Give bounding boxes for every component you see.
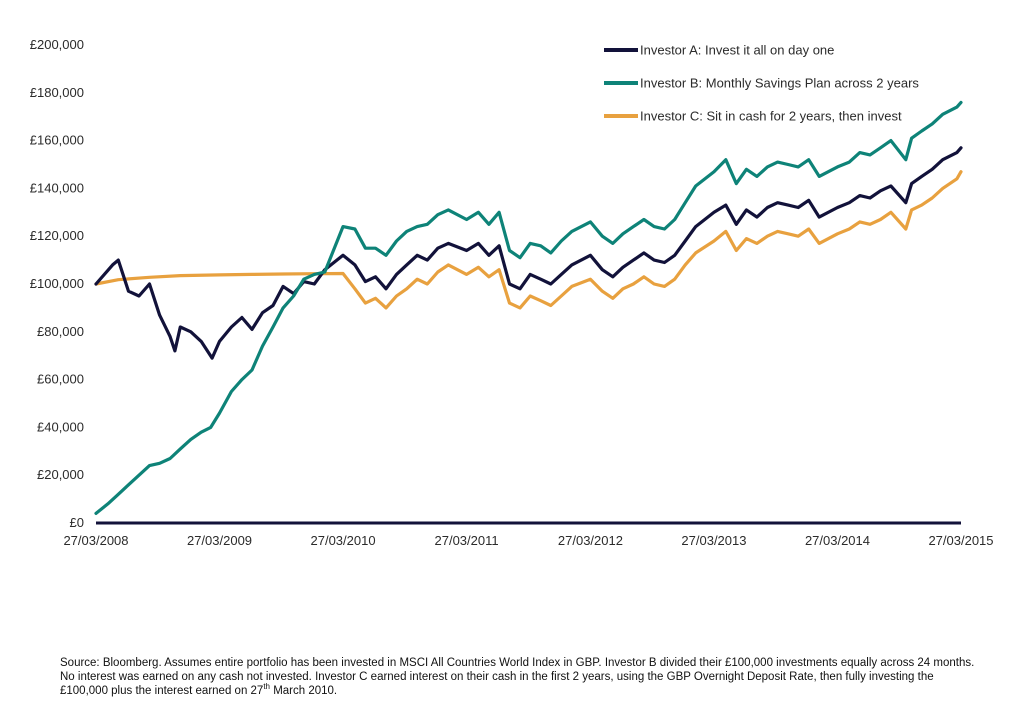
y-tick-label: £180,000: [30, 85, 84, 100]
y-tick-label: £0: [70, 515, 84, 530]
y-tick-label: £40,000: [37, 419, 84, 434]
legend-label: Investor B: Monthly Savings Plan across …: [640, 76, 919, 91]
legend-label: Investor A: Invest it all on day one: [640, 43, 834, 58]
x-tick-label: 27/03/2008: [63, 533, 128, 548]
x-tick-label: 27/03/2014: [805, 533, 870, 548]
y-tick-label: £20,000: [37, 467, 84, 482]
y-tick-label: £100,000: [30, 276, 84, 291]
line-chart: £0 £20,000 £40,000 £60,000 £80,000 £100,000 £1…: [30, 37, 994, 548]
y-tick-label: £60,000: [37, 372, 84, 387]
x-tick-label: 27/03/2012: [558, 533, 623, 548]
series-lines: [94, 100, 963, 515]
y-tick-label: £80,000: [37, 324, 84, 339]
footnote-text: Source: Bloomberg. Assumes entire portfo…: [60, 657, 975, 697]
x-tick-label: 27/03/2013: [681, 533, 746, 548]
series-line-investor-c: [94, 170, 963, 310]
footnote-superscript: th: [263, 682, 270, 692]
y-tick-label: £160,000: [30, 133, 84, 148]
legend-label: Investor C: Sit in cash for 2 years, the…: [640, 109, 902, 124]
x-axis: 27/03/2008 27/03/2009 27/03/2010 27/03/2011…: [63, 521, 994, 548]
footnote-text-end: March 2010.: [270, 685, 338, 697]
legend: Investor A: Invest it all on day one Inve…: [604, 43, 919, 124]
x-tick-label: 27/03/2015: [928, 533, 993, 548]
x-tick-label: 27/03/2009: [187, 533, 252, 548]
series-line-investor-a: [94, 146, 963, 360]
y-tick-label: £200,000: [30, 37, 84, 52]
series-line-investor-b: [94, 100, 963, 515]
y-axis: £0 £20,000 £40,000 £60,000 £80,000 £100,000 £1…: [30, 37, 84, 530]
y-tick-label: £120,000: [30, 228, 84, 243]
source-footnote: Source: Bloomberg. Assumes entire portfo…: [60, 656, 980, 698]
x-tick-label: 27/03/2011: [435, 533, 499, 548]
x-tick-label: 27/03/2010: [311, 533, 376, 548]
y-tick-label: £140,000: [30, 180, 84, 195]
